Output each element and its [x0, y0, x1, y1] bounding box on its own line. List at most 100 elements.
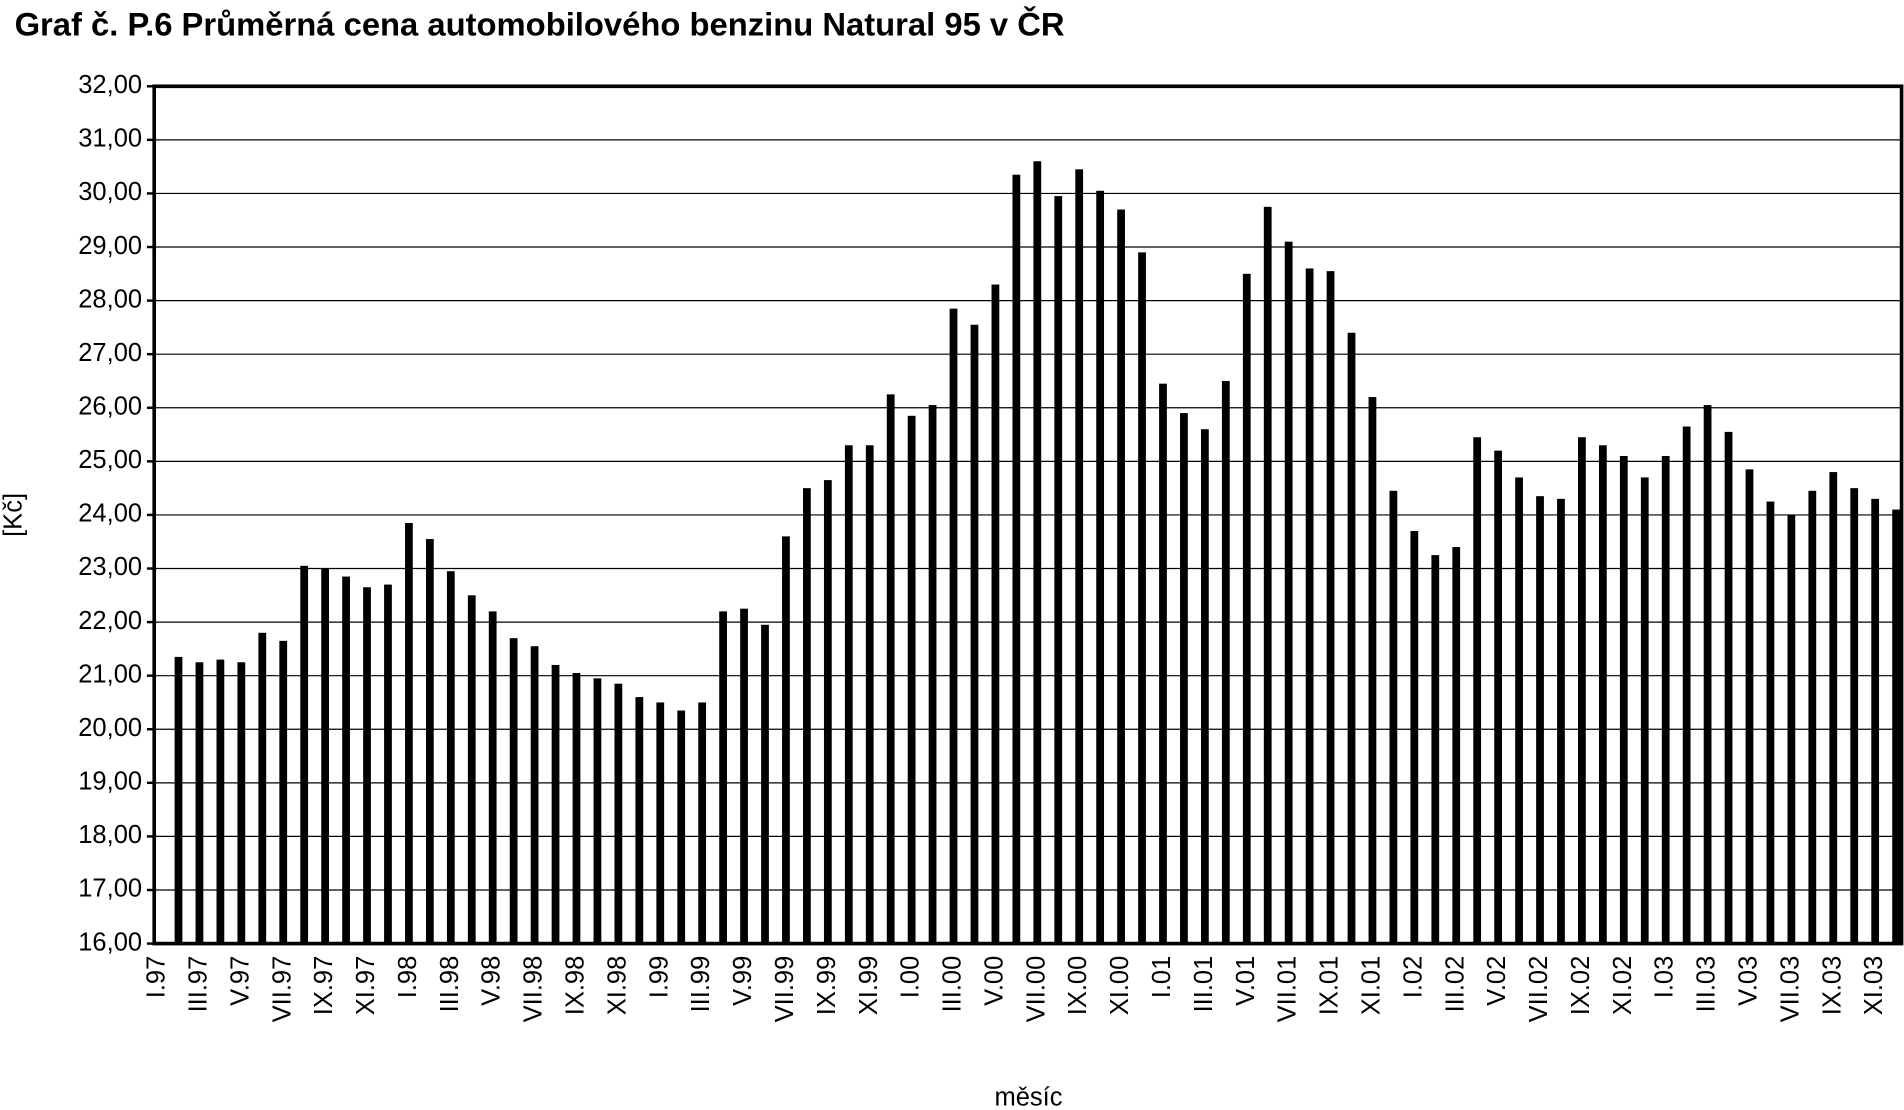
bar [970, 324, 979, 944]
x-tick-label: VII.98 [520, 956, 548, 1023]
bar [782, 536, 790, 944]
bar [363, 587, 371, 944]
bar [1368, 397, 1377, 944]
bar [1117, 209, 1125, 944]
x-tick-label: V.99 [729, 956, 757, 1006]
bar [1724, 431, 1733, 944]
bar [174, 656, 183, 944]
y-tick-label: 25,00 [78, 446, 142, 474]
chart-title: Graf č. P.6 Průměrná cena automobilového… [15, 4, 1065, 42]
x-tick-label: IX.02 [1567, 956, 1595, 1016]
bar [1012, 174, 1021, 944]
x-tick-label: IX.99 [813, 956, 841, 1016]
bar [677, 710, 686, 944]
x-tick-label: V.02 [1483, 956, 1511, 1006]
bar [698, 702, 707, 944]
bar [803, 488, 811, 944]
y-tick-label: 31,00 [78, 125, 142, 153]
bar [1305, 268, 1314, 944]
bar [1850, 488, 1859, 944]
y-axis-title: [Kč] [0, 493, 27, 537]
bar [614, 683, 623, 944]
x-tick-label: IX.03 [1818, 956, 1846, 1016]
bar [1536, 496, 1544, 944]
bar [1871, 498, 1880, 944]
y-tick-label: 17,00 [78, 875, 142, 903]
bar [991, 284, 1000, 944]
bar [1892, 509, 1900, 944]
x-tick-label: I.03 [1651, 956, 1679, 999]
bar [1284, 241, 1293, 944]
bar [844, 445, 853, 944]
bar [907, 415, 916, 944]
x-tick-label: VII.97 [268, 956, 296, 1023]
x-tick-label: V.00 [980, 956, 1008, 1006]
bar [1200, 429, 1209, 944]
x-tick-label: I.99 [645, 956, 673, 999]
bar [1263, 206, 1272, 944]
x-tick-label: III.00 [939, 956, 967, 1013]
bar [530, 646, 539, 944]
bar [1515, 477, 1523, 944]
bar [216, 659, 225, 944]
x-tick-label: XI.01 [1357, 956, 1385, 1016]
bar [1640, 477, 1649, 944]
bar [886, 394, 895, 944]
y-tick-label: 20,00 [78, 714, 142, 742]
x-tick-label: I.98 [394, 956, 422, 999]
bar [635, 697, 644, 944]
bar [1787, 514, 1796, 944]
bar [928, 405, 937, 944]
y-tick-label: 18,00 [78, 821, 142, 849]
x-tick-label: III.02 [1441, 956, 1469, 1013]
x-tick-label: V.03 [1735, 956, 1763, 1006]
bar [865, 445, 874, 944]
bar [1619, 455, 1628, 944]
bar [1452, 547, 1461, 944]
y-tick-label: 26,00 [78, 393, 142, 421]
bar [761, 624, 769, 944]
x-tick-label: XI.98 [603, 956, 631, 1016]
x-tick-label: III.99 [687, 956, 715, 1013]
y-tick-label: 19,00 [78, 768, 142, 796]
bar [1829, 472, 1838, 944]
bar [1410, 531, 1419, 944]
y-tick-label: 30,00 [78, 178, 142, 206]
bar [1096, 190, 1105, 944]
bar [1661, 455, 1670, 944]
x-tick-label: V.97 [226, 956, 254, 1006]
bar [1557, 498, 1565, 944]
bar [1578, 437, 1586, 944]
x-tick-label: I.00 [897, 956, 925, 999]
x-tick-label: IX.98 [562, 956, 590, 1016]
bar [1138, 252, 1146, 944]
bar [488, 611, 497, 944]
x-tick-label: VII.01 [1274, 956, 1302, 1023]
bar [1326, 271, 1335, 944]
bar [1473, 437, 1482, 944]
x-tick-label: XI.00 [1106, 956, 1134, 1016]
bar [279, 640, 288, 944]
bar [740, 608, 748, 944]
bar [719, 611, 727, 944]
bar [258, 632, 267, 944]
bar [593, 678, 602, 944]
bar [405, 522, 413, 944]
bar [321, 568, 330, 944]
bar [195, 662, 204, 944]
y-tick-label: 21,00 [78, 660, 142, 688]
bar [237, 662, 246, 944]
bar [823, 480, 832, 944]
y-tick-label: 24,00 [78, 500, 142, 528]
x-tick-label: III.01 [1190, 956, 1218, 1013]
bar [425, 539, 434, 944]
bar [949, 308, 958, 944]
bar [1075, 169, 1084, 944]
bar [467, 595, 476, 944]
bar [300, 565, 309, 944]
x-tick-label: I.02 [1399, 956, 1427, 999]
bar [1745, 469, 1754, 944]
x-tick-label: XI.03 [1860, 956, 1888, 1016]
x-tick-label: IX.00 [1064, 956, 1092, 1016]
bar [1682, 426, 1691, 944]
